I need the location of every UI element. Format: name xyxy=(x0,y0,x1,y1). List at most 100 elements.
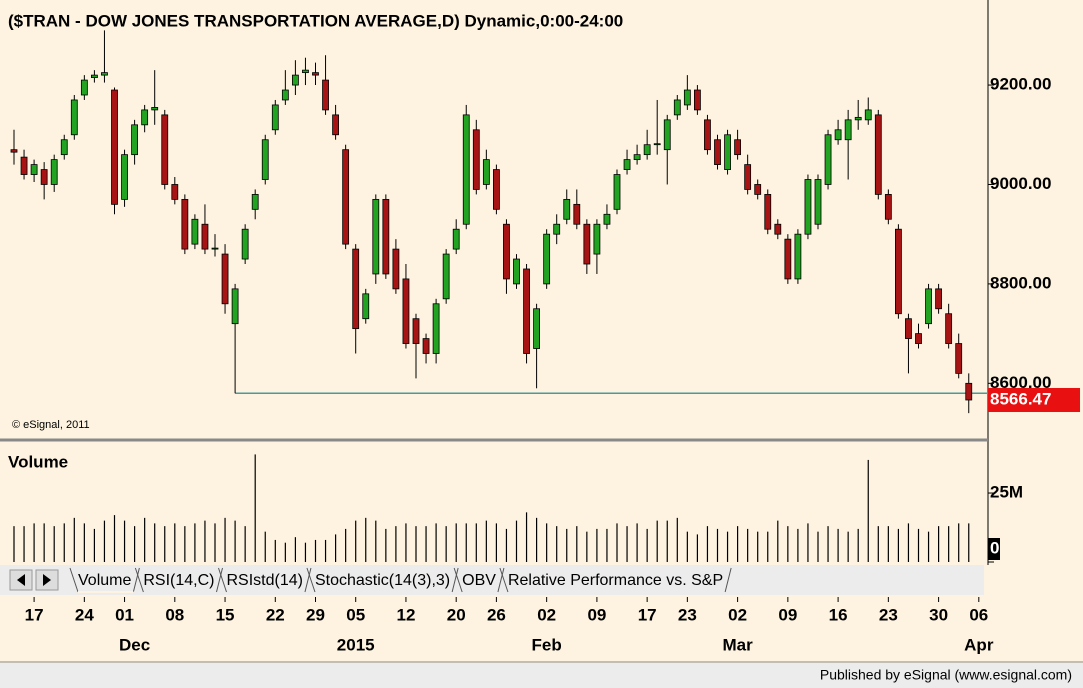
candle-body xyxy=(412,318,420,344)
candle-body xyxy=(60,139,68,156)
candle-body xyxy=(101,72,108,76)
x-tick-label: 23 xyxy=(678,605,697,624)
candle-body xyxy=(80,79,88,96)
tab-border xyxy=(453,567,505,593)
candle-body xyxy=(462,114,470,225)
x-tick-label: 09 xyxy=(778,605,797,624)
candle-body xyxy=(553,223,561,235)
candle-body xyxy=(131,124,139,156)
candle-body xyxy=(925,288,932,325)
candle-body xyxy=(523,268,530,354)
tab[interactable]: Relative Performance vs. S&P xyxy=(508,572,723,589)
candle-body xyxy=(322,79,329,111)
candle-body xyxy=(734,139,741,156)
arrow-left xyxy=(17,574,25,586)
x-tick-label: 17 xyxy=(25,605,44,624)
candle-body xyxy=(352,248,360,330)
candle-body xyxy=(593,223,601,255)
tab[interactable]: Stochastic(14(3),3) xyxy=(315,572,450,589)
candle-body xyxy=(965,382,973,401)
candle-body xyxy=(181,198,189,250)
footer-bar xyxy=(0,663,1083,688)
candle-body xyxy=(312,72,319,76)
x-tick-label: 23 xyxy=(879,605,898,624)
tab-border xyxy=(218,567,312,593)
candle-body xyxy=(854,116,862,121)
candle-body xyxy=(302,69,309,74)
candle-body xyxy=(955,343,963,374)
candle-body xyxy=(261,139,269,180)
candle-body xyxy=(50,159,58,185)
candle-body xyxy=(754,184,762,195)
month-label: Dec xyxy=(119,635,150,654)
candle-body xyxy=(241,228,249,260)
x-tick-label: 02 xyxy=(728,605,747,624)
candle-body xyxy=(482,159,490,185)
candle-body xyxy=(20,156,28,175)
candle-body xyxy=(874,114,882,195)
arrow-right xyxy=(43,574,51,586)
candle-body xyxy=(694,89,701,111)
candle-body xyxy=(392,248,400,290)
candle-body xyxy=(171,184,179,200)
candle-body xyxy=(814,179,822,225)
candle-body xyxy=(744,164,752,190)
candle-body xyxy=(442,253,450,300)
candle-body xyxy=(211,247,219,250)
candle-body xyxy=(251,194,259,210)
volume-tick-label: 0 xyxy=(990,538,999,557)
candle-body xyxy=(382,198,390,275)
candle-body xyxy=(663,119,671,151)
candle-body xyxy=(161,114,169,185)
candle-body xyxy=(10,149,18,153)
candle-body xyxy=(70,99,78,136)
candle-body xyxy=(332,114,340,136)
month-label: Apr xyxy=(964,635,994,654)
candle-body xyxy=(895,228,902,315)
candle-body xyxy=(683,89,691,106)
candle-body xyxy=(281,89,289,101)
x-tick-label: 24 xyxy=(75,605,94,624)
y-tick-label: 8800.00 xyxy=(990,273,1051,292)
tab[interactable]: RSI(14,C) xyxy=(143,572,214,589)
tab[interactable]: Volume xyxy=(78,572,131,589)
candle-body xyxy=(764,194,772,230)
candle-body xyxy=(915,333,922,344)
x-tick-label: 09 xyxy=(587,605,606,624)
candle-body xyxy=(784,238,792,280)
tab-bar xyxy=(0,565,1083,595)
x-tick-label: 01 xyxy=(115,605,134,624)
candle-body xyxy=(30,164,38,175)
tab[interactable]: RSIstd(14) xyxy=(227,572,303,589)
candle-body xyxy=(151,107,159,111)
x-tick-label: 06 xyxy=(969,605,988,624)
x-tick-label: 15 xyxy=(216,605,235,624)
candle-body xyxy=(221,253,229,305)
candle-body xyxy=(291,74,299,86)
x-tick-label: 29 xyxy=(306,605,325,624)
candle-body xyxy=(271,104,279,131)
tab-border xyxy=(306,567,459,593)
candle-body xyxy=(623,159,631,170)
candle-body xyxy=(603,213,611,225)
volume-tick-label: 25M xyxy=(990,483,1023,502)
candle-body xyxy=(121,154,128,200)
x-tick-label: 16 xyxy=(829,605,848,624)
candle-body xyxy=(422,338,430,354)
candle-body xyxy=(513,258,520,285)
candle-body xyxy=(824,134,832,185)
x-tick-label: 20 xyxy=(447,605,466,624)
month-label: Mar xyxy=(722,635,753,654)
tab[interactable]: OBV xyxy=(462,572,496,589)
x-tick-label: 02 xyxy=(537,605,556,624)
candle-body xyxy=(673,99,681,116)
footer: Published by eSignal (www.esignal.com) xyxy=(820,667,1072,683)
y-tick-label: 8600.00 xyxy=(990,373,1051,392)
candle-body xyxy=(402,278,410,344)
candle-body xyxy=(201,223,209,250)
tab-border xyxy=(134,567,223,593)
last-price-label: 8566.47 xyxy=(990,389,1051,408)
chart-title: ($TRAN - DOW JONES TRANSPORTATION AVERAG… xyxy=(8,11,623,30)
candle-body xyxy=(533,308,540,349)
